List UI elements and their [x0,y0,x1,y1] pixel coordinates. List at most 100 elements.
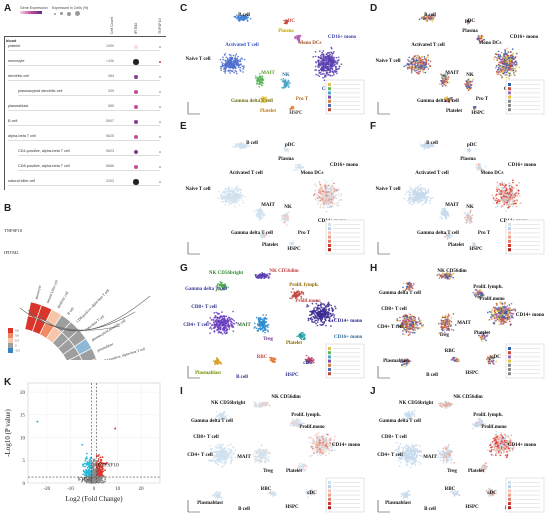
cell-point [236,190,239,193]
cell-point [296,167,298,169]
scale-swatch [8,328,13,333]
cell-point [291,106,293,109]
x-tick: 0 [93,487,96,492]
cell-point [317,60,320,63]
cell-point [413,202,415,205]
cell-point [246,14,249,17]
cell-point [506,201,509,204]
cluster-label: CD16+ mono [508,163,537,168]
cluster-label: Gamma delta T cell [231,231,274,236]
cell-point [507,57,510,60]
cell-point [418,193,421,196]
cell-point [266,273,268,276]
cell-point [320,60,323,62]
cell-point [420,194,423,197]
cell-point [259,209,261,212]
cell-point [443,210,446,212]
cell-point [262,330,264,333]
cell-point [492,197,495,199]
cell-point [261,96,264,98]
cluster-label: HSPC [469,247,483,252]
cell-point [322,201,325,203]
cell-point [318,190,321,193]
cell-point [407,190,410,192]
cell-point [444,212,447,215]
cell-point [512,179,514,182]
cell-point [312,321,315,324]
cell-point [427,54,429,57]
cell-point [259,97,261,100]
umap-axis-arrows [377,102,390,115]
cell-point [330,314,333,317]
cell-point [420,190,423,193]
cell-point [283,222,286,224]
cluster-label: Platelet [260,109,276,114]
cell-point [217,288,220,291]
cell-point [498,183,501,186]
cell-point [409,197,412,200]
cell-point [466,84,469,87]
cell-point [441,85,444,87]
cell-point [239,18,241,21]
cell-point [410,71,413,74]
x-tick: 10 [115,487,121,492]
legend-swatch [508,248,511,252]
cell-point [510,56,513,59]
cell-point [217,320,220,323]
cell-point [495,202,498,205]
cell-point [508,192,510,195]
expression-dot [134,45,138,49]
cell-point [222,56,224,59]
cell-point [246,20,249,22]
cell-point [470,219,473,222]
cell-point [449,97,451,99]
cell-point [425,200,427,202]
cell-point [497,199,500,201]
expression-dot [134,135,138,139]
cell-point [501,58,504,60]
cell-point [218,286,221,289]
cell-point [263,233,266,236]
cell-point [217,331,220,333]
cell-point [408,60,410,62]
column-label: natural killer cell [46,280,59,304]
cell-point [239,58,242,61]
cell-point [210,328,213,330]
cell-point [465,82,468,85]
cell-point [417,199,419,201]
cell-point [326,61,328,64]
cell-point [503,182,506,185]
cell-point [429,197,432,200]
cluster-label: Naive T cell [375,59,401,64]
cell-point [327,62,330,64]
cell-point [266,329,269,332]
cell-point [215,316,218,318]
cell-point [265,233,268,236]
group-bracket [4,37,5,190]
cell-point [320,53,323,56]
cell-point [229,72,231,74]
cell-point [469,222,471,225]
cell-point [502,193,505,196]
volcano-point [89,466,91,469]
cell-point [235,146,238,149]
cell-point [447,98,449,101]
cell-point [240,197,243,200]
cell-point [426,17,429,19]
cell-point [232,145,234,148]
cell-point [475,163,478,166]
cell-point [501,77,504,79]
cell-point [439,216,442,218]
cell-point [262,82,264,85]
expression-dot [134,165,138,169]
cell-point [335,194,337,197]
cell-point [335,68,338,71]
row-label: platelet [8,44,21,48]
cell-point [326,181,329,184]
cell-point [328,203,330,206]
cell-point [245,143,248,146]
cell-point [213,323,216,326]
cell-point [503,187,506,189]
cell-point [493,58,495,61]
cell-point [423,197,425,200]
